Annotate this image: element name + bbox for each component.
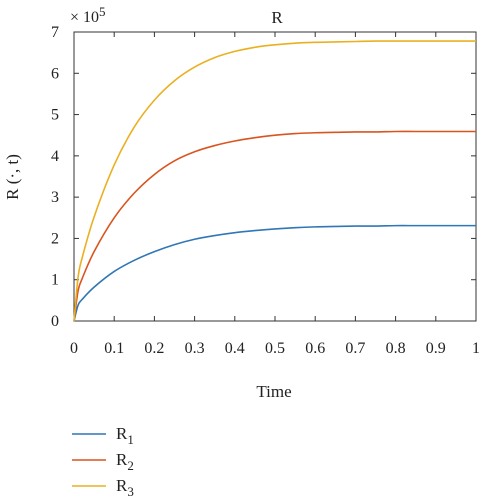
y-tick-label: 5 [51, 107, 59, 124]
x-tick-label: 0.5 [265, 340, 285, 357]
x-tick-label: 0.8 [386, 340, 406, 357]
legend-label-r2: R2 [116, 450, 134, 473]
y-tick-label: 4 [51, 148, 59, 165]
y-tick-label: 0 [51, 313, 59, 330]
x-tick-label: 0.1 [104, 340, 124, 357]
plot-frame [73, 31, 477, 322]
y-tick-label: 6 [51, 65, 59, 82]
x-tick-label: 0 [70, 340, 78, 357]
legend: R1 R2 R3 [72, 424, 134, 499]
legend-label-r3: R3 [116, 476, 134, 499]
y-axis-ticks: 0 1 2 3 4 5 6 7 [51, 24, 476, 330]
x-axis-title: Time [256, 382, 291, 401]
y-multiplier-exponent: 5 [99, 4, 106, 19]
y-tick-label: 1 [51, 272, 59, 289]
series-layer [73, 40, 476, 322]
y-multiplier: × 105 [70, 4, 106, 26]
x-tick-label: 0.4 [225, 340, 245, 357]
x-tick-label: 0.7 [345, 340, 365, 357]
series-line-r3 [73, 40, 476, 322]
plot-border [73, 31, 477, 322]
x-tick-label: 0.6 [305, 340, 325, 357]
x-tick-label: 1 [472, 340, 480, 357]
y-tick-label: 7 [51, 24, 59, 41]
y-tick-label: 2 [51, 230, 59, 247]
legend-label-r1: R1 [116, 424, 134, 447]
y-tick-label: 3 [51, 189, 59, 206]
x-tick-label: 0.9 [426, 340, 446, 357]
y-multiplier-base: × 10 [70, 9, 99, 26]
y-axis-title: R (·, t) [3, 154, 22, 200]
x-tick-label: 0.3 [185, 340, 205, 357]
series-line-r2 [73, 130, 476, 322]
x-axis-ticks: 0 0.1 0.2 0.3 0.4 0.5 0.6 0.7 0.8 0.9 1 [70, 32, 480, 357]
chart-title: R [271, 8, 283, 27]
series-line-r1 [73, 224, 476, 322]
x-tick-label: 0.2 [144, 340, 164, 357]
